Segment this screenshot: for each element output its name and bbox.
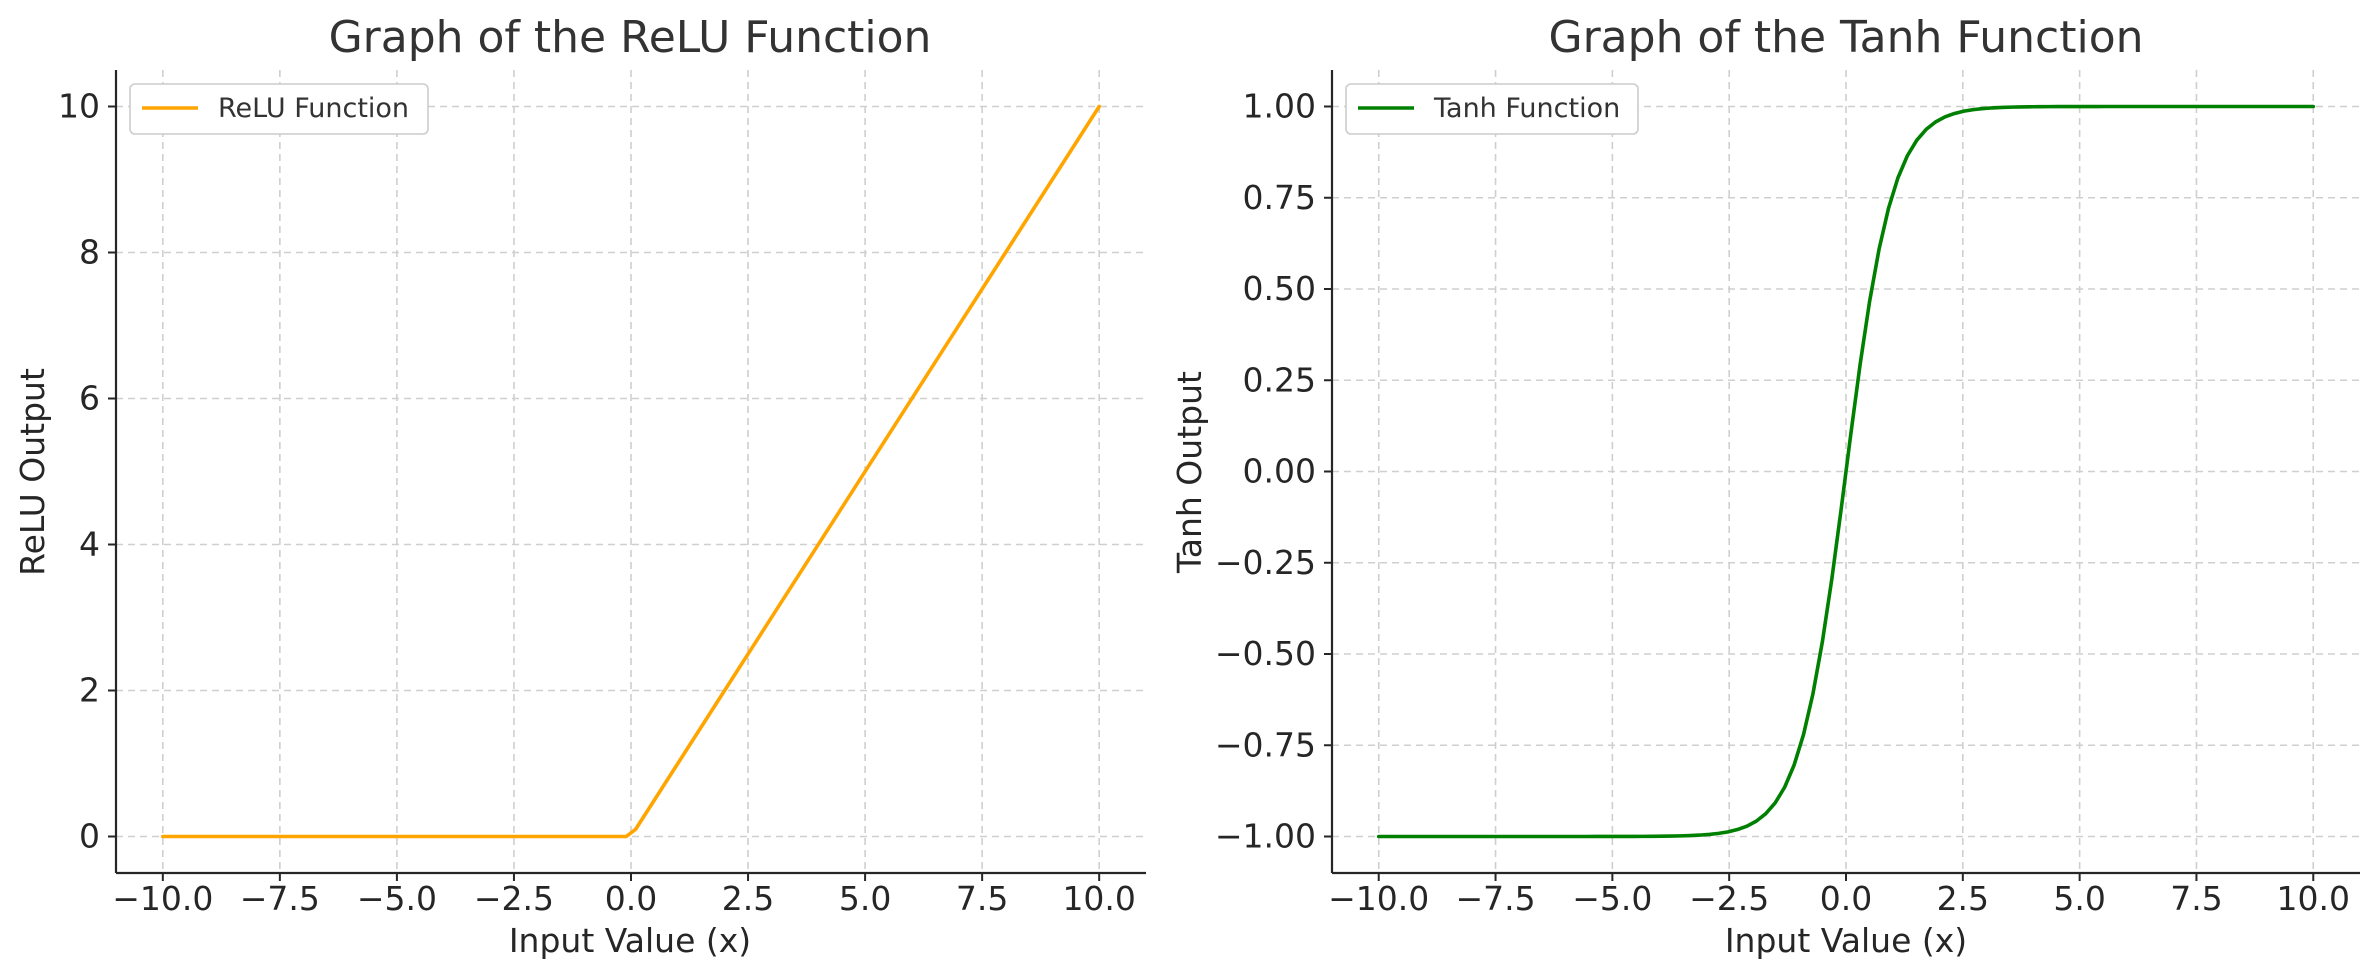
tanh-legend-label: Tanh Function [1433, 93, 1620, 124]
tanh-y-axis-label: Tanh Output [1170, 371, 1209, 574]
tanh-ticks: −10.0 −7.5 −5.0 −2.5 0.0 2.5 5.0 7.5 10.0 −1.00 −0… [1215, 87, 2350, 919]
tanh-y-tick-label-1: −0.75 [1215, 725, 1316, 764]
tanh-x-axis-label: Input Value (x) [1725, 921, 1967, 960]
tanh-x-tick-label-3: −2.5 [1689, 879, 1769, 918]
relu-y-tick-label-2: 4 [79, 525, 100, 564]
relu-x-tick-label-4: 0.0 [605, 879, 657, 918]
relu-grid [116, 70, 1146, 873]
tanh-grid [1332, 70, 2360, 873]
tanh-x-tick-label-7: 7.5 [2170, 879, 2222, 918]
tanh-y-tick-label-0: −1.00 [1215, 817, 1316, 856]
relu-y-tick-label-1: 2 [79, 671, 100, 710]
relu-series-line-0 [161, 104, 1101, 839]
relu-legend: ReLU Function [129, 83, 429, 135]
relu-x-tick-label-8: 10.0 [1062, 879, 1135, 918]
tanh-y-tick-label-7: 0.75 [1243, 178, 1316, 217]
tanh-y-tick-label-3: −0.25 [1215, 543, 1316, 582]
relu-y-tick-label-5: 10 [58, 87, 100, 126]
tanh-x-tick-label-6: 5.0 [2053, 879, 2105, 918]
relu-ticks: −10.0 −7.5 −5.0 −2.5 0.0 2.5 5.0 7.5 10.0 0 2 4 6 8 10 [58, 87, 1136, 919]
relu-series-layer [161, 104, 1101, 839]
relu-x-tick-label-5: 2.5 [722, 879, 774, 918]
tanh-series-layer [1376, 104, 2316, 839]
relu-chart: Graph of the ReLU Function −10.0 −7.5 −5.0… [13, 12, 1146, 960]
tanh-chart-title: Graph of the Tanh Function [1548, 12, 2143, 63]
relu-y-tick-label-0: 0 [79, 817, 100, 856]
relu-y-axis-label: ReLU Output [13, 368, 52, 576]
tanh-y-tick-label-2: −0.50 [1215, 634, 1316, 673]
relu-x-axis-label: Input Value (x) [509, 921, 751, 960]
relu-x-tick-label-7: 7.5 [956, 879, 1008, 918]
tanh-series-line-0 [1376, 104, 2316, 839]
tanh-x-tick-label-1: −7.5 [1455, 879, 1535, 918]
tanh-y-tick-label-4: 0.00 [1243, 452, 1316, 491]
tanh-x-tick-label-2: −5.0 [1572, 879, 1652, 918]
relu-x-tick-label-0: −10.0 [112, 879, 213, 918]
tanh-x-tick-label-4: 0.0 [1820, 879, 1872, 918]
tanh-chart: Graph of the Tanh Function −10.0 −7.5 −5.0… [1170, 12, 2360, 960]
relu-chart-title: Graph of the ReLU Function [329, 12, 932, 63]
relu-y-tick-label-4: 8 [79, 233, 100, 272]
relu-y-tick-label-3: 6 [79, 379, 100, 418]
tanh-x-tick-label-0: −10.0 [1328, 879, 1429, 918]
tanh-legend: Tanh Function [1345, 83, 1639, 135]
relu-x-tick-label-2: −5.0 [357, 879, 437, 918]
relu-legend-label: ReLU Function [218, 93, 409, 124]
relu-legend-box [129, 83, 429, 135]
tanh-x-tick-label-5: 2.5 [1937, 879, 1989, 918]
tanh-legend-box [1345, 83, 1639, 135]
tanh-y-tick-label-5: 0.25 [1243, 360, 1316, 399]
tanh-x-tick-label-8: 10.0 [2277, 879, 2350, 918]
relu-x-tick-label-3: −2.5 [474, 879, 554, 918]
tanh-y-tick-label-6: 0.50 [1243, 269, 1316, 308]
tanh-y-tick-label-8: 1.00 [1243, 87, 1316, 126]
relu-x-tick-label-1: −7.5 [240, 879, 320, 918]
relu-x-tick-label-6: 5.0 [839, 879, 891, 918]
